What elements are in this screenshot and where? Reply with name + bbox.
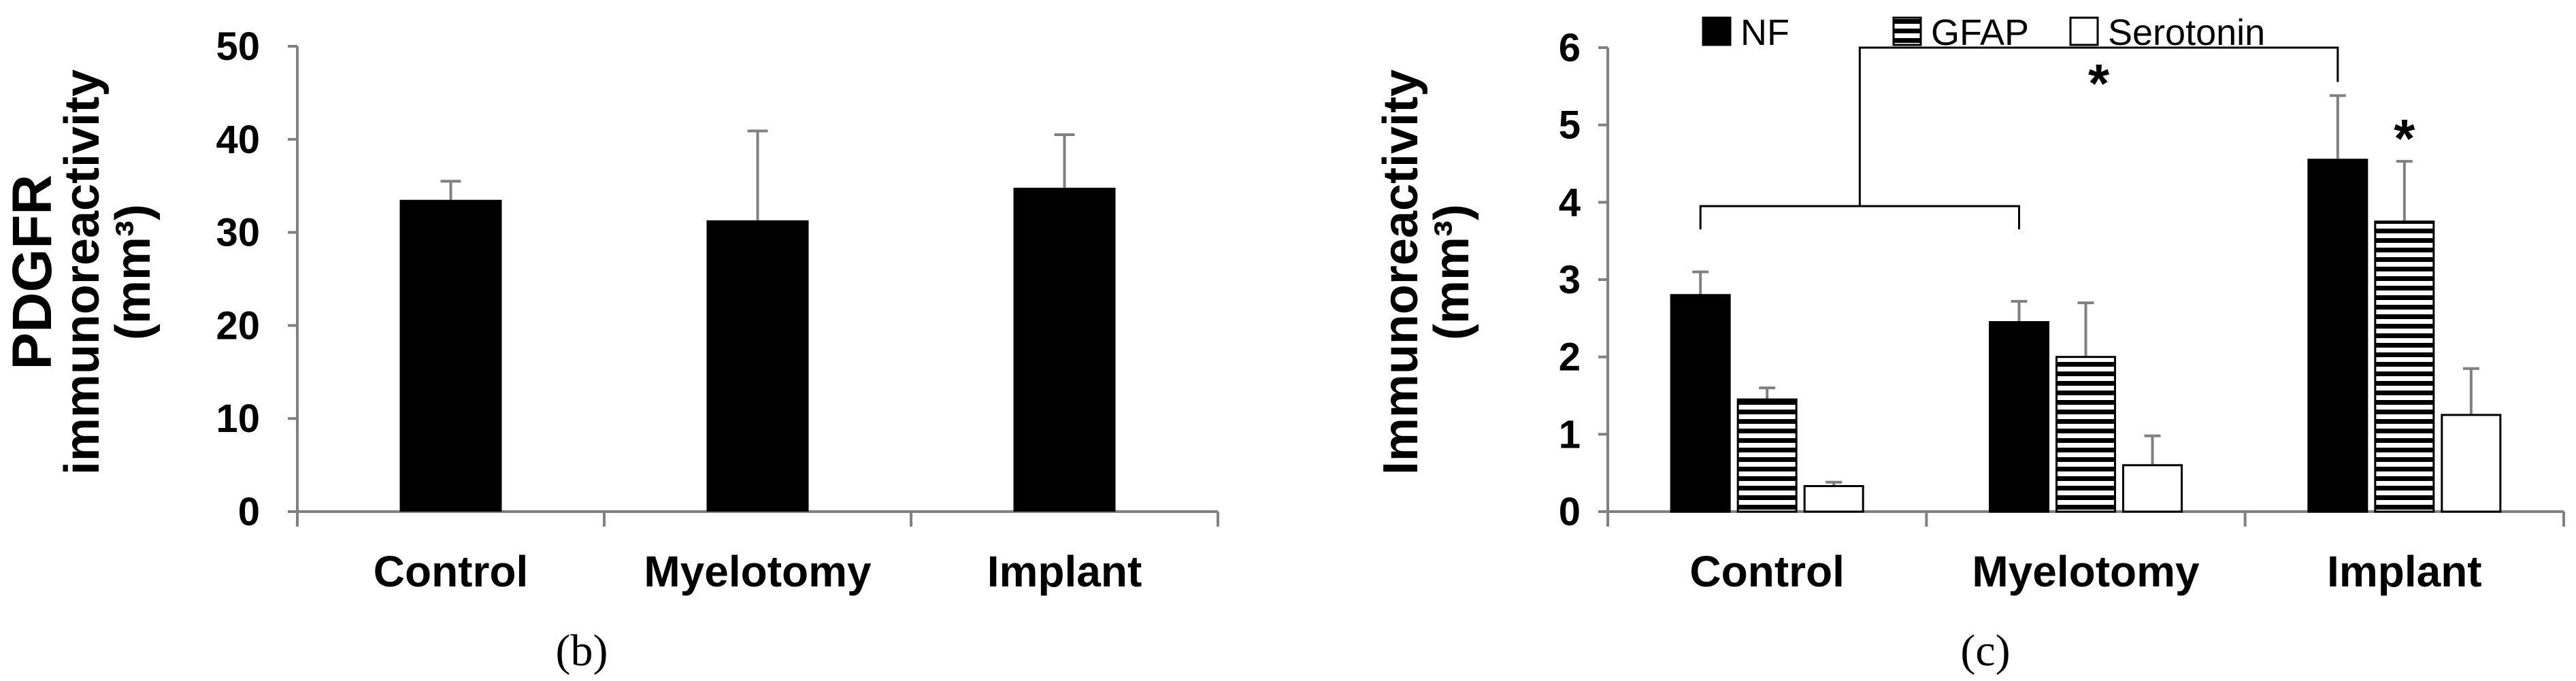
bar-myelotomy-nf	[1989, 321, 2049, 513]
category-label: Implant	[987, 547, 1142, 596]
bar-implant-gfap	[2374, 220, 2435, 513]
chart-immunoreactivity-markers: Immunoreactivity (mm³) NF GFAP Serotonin 0…	[1374, 12, 2565, 676]
category-labels: Control Myelotomy Implant	[374, 547, 1142, 596]
legend-label-nf: NF	[1740, 12, 1789, 53]
y-axis-label: PDGFR immunoreactivity (mm³)	[1, 69, 161, 475]
bar-control-gfap	[1736, 398, 1798, 513]
y-axis-label-line2: immunoreactivity	[55, 69, 110, 475]
y-axis-label-line1: PDGFR	[1, 175, 63, 370]
y-tick-label: 3	[1559, 258, 1581, 302]
legend: NF GFAP Serotonin	[1702, 12, 2265, 53]
legend-label-serotonin: Serotonin	[2108, 12, 2265, 53]
y-tick-labels: 0 10 20 30 40 50	[216, 24, 260, 534]
y-axis-label-line3: (mm³)	[106, 204, 161, 340]
y-tick-label: 2	[1559, 335, 1581, 380]
y-tick-label: 10	[216, 397, 260, 441]
bar-control	[399, 199, 502, 512]
legend-label-gfap: GFAP	[1931, 12, 2029, 53]
significance-star: *	[2394, 108, 2415, 169]
y-tick-label: 1	[1559, 412, 1581, 456]
y-tick-label: 40	[216, 118, 260, 162]
bar-implant-serotonin	[2441, 414, 2502, 513]
bars	[1670, 94, 2502, 513]
bar-implant-nf	[2307, 159, 2368, 513]
legend-swatch-serotonin	[2069, 16, 2099, 46]
panel-label: (c)	[1960, 626, 2010, 676]
bar-myelotomy-gfap	[2055, 356, 2116, 513]
y-tick-label: 6	[1559, 26, 1581, 70]
bar-myelotomy	[706, 220, 809, 512]
y-tick-label: 50	[216, 24, 260, 69]
significance-star: *	[2088, 53, 2110, 114]
category-label: Implant	[2327, 547, 2482, 596]
panel-label: (b)	[556, 626, 608, 676]
y-tick-label: 4	[1559, 180, 1581, 225]
category-label: Myelotomy	[644, 547, 872, 596]
y-tick-label: 5	[1559, 103, 1581, 148]
y-tick-label: 20	[216, 303, 260, 348]
category-label: Control	[1689, 547, 1845, 596]
legend-swatch-gfap	[1892, 16, 1922, 46]
category-label: Myelotomy	[1972, 547, 2200, 596]
y-tick-label: 30	[216, 211, 260, 255]
bar-control-serotonin	[1803, 484, 1864, 513]
bars	[399, 129, 1116, 512]
y-axis-label-line2: (mm³)	[1425, 204, 1479, 340]
category-labels: Control Myelotomy Implant	[1689, 547, 2481, 596]
bracket-control-myelotomy	[1699, 205, 2020, 230]
y-axis-label: Immunoreactivity (mm³)	[1374, 69, 1479, 475]
bar-myelotomy-serotonin	[2122, 464, 2183, 513]
bracket-to-implant	[1858, 46, 2339, 207]
chart-pdgfr-immunoreactivity: PDGFR immunoreactivity (mm³) 0 10 20 30 40 50…	[1, 24, 1219, 676]
bar-control-nf	[1670, 294, 1731, 513]
y-tick-labels: 0 1 2 3 4 5 6	[1559, 26, 1581, 534]
y-tick-label: 0	[238, 490, 260, 534]
y-tick-label: 0	[1559, 490, 1581, 534]
y-axis-label-line1: Immunoreactivity	[1374, 69, 1428, 475]
significance-annotations: **	[1699, 46, 2415, 230]
bar-implant	[1013, 187, 1116, 512]
legend-swatch-nf	[1702, 16, 1732, 46]
category-label: Control	[374, 547, 529, 596]
